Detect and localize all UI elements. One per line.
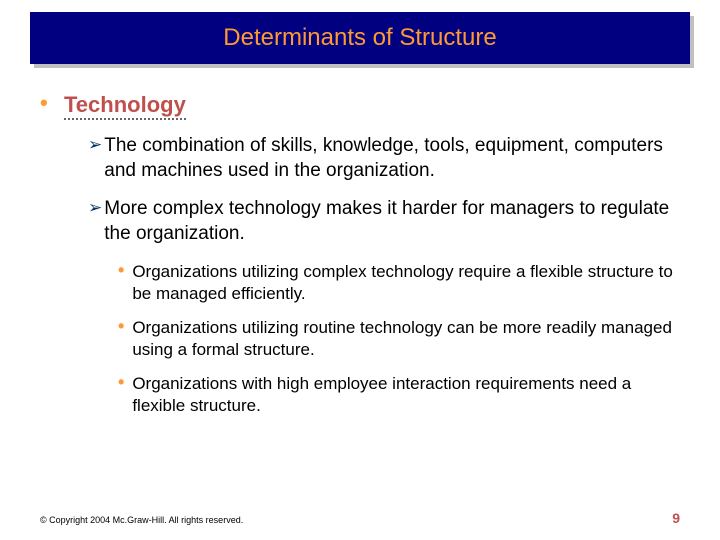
title-box: Determinants of Structure bbox=[30, 12, 690, 64]
subsub-item: • Organizations with high employee inter… bbox=[118, 373, 680, 417]
subsub-text: Organizations utilizing complex technolo… bbox=[132, 261, 680, 305]
subsub-text: Organizations utilizing routine technolo… bbox=[132, 317, 680, 361]
sub-item: ➢ The combination of skills, knowledge, … bbox=[88, 134, 680, 183]
sub-text: More complex technology makes it harder … bbox=[104, 197, 680, 246]
subsub-text: Organizations with high employee interac… bbox=[132, 373, 680, 417]
bullet-icon: • bbox=[118, 261, 124, 281]
bullet-icon: • bbox=[118, 373, 124, 393]
bullet-icon: • bbox=[118, 317, 124, 337]
main-heading: Technology bbox=[64, 92, 186, 120]
title-bar: Determinants of Structure bbox=[30, 12, 690, 64]
subsub-list: • Organizations utilizing complex techno… bbox=[118, 261, 680, 418]
arrow-icon: ➢ bbox=[88, 197, 102, 220]
sub-item: ➢ More complex technology makes it harde… bbox=[88, 197, 680, 246]
subsub-item: • Organizations utilizing routine techno… bbox=[118, 317, 680, 361]
main-bullet-row: • Technology bbox=[40, 92, 680, 134]
sub-list: ➢ The combination of skills, knowledge, … bbox=[88, 134, 680, 247]
sub-text: The combination of skills, knowledge, to… bbox=[104, 134, 680, 183]
title-text: Determinants of Structure bbox=[223, 24, 496, 52]
arrow-icon: ➢ bbox=[88, 134, 102, 157]
copyright-text: © Copyright 2004 Mc.Graw-Hill. All right… bbox=[40, 515, 243, 525]
bullet-icon: • bbox=[40, 92, 64, 134]
footer: © Copyright 2004 Mc.Graw-Hill. All right… bbox=[40, 510, 680, 526]
page-number: 9 bbox=[672, 510, 680, 526]
subsub-item: • Organizations utilizing complex techno… bbox=[118, 261, 680, 305]
content-area: • Technology ➢ The combination of skills… bbox=[40, 92, 680, 429]
